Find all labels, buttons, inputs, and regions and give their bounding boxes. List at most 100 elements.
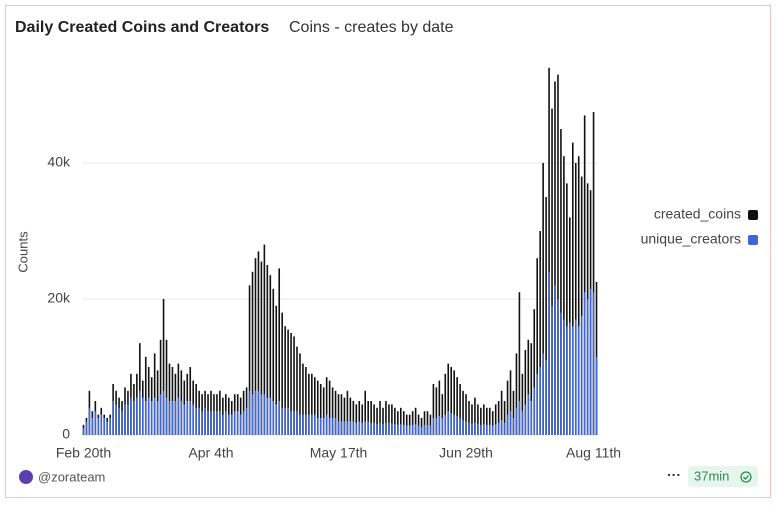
bar: [242, 411, 245, 435]
bar: [121, 411, 123, 435]
bar: [162, 299, 165, 435]
bar: [115, 404, 117, 435]
bar: [402, 411, 405, 435]
author[interactable]: @zorateam: [38, 469, 105, 484]
bar: [260, 394, 263, 435]
bar: [471, 423, 473, 435]
bar: [346, 421, 349, 435]
updated-time: 37min: [694, 468, 729, 483]
bar: [213, 411, 215, 435]
bar: [266, 265, 269, 435]
bar: [370, 401, 372, 435]
bar: [494, 424, 497, 435]
bar: [589, 288, 592, 435]
bar: [417, 414, 420, 435]
bar: [557, 299, 559, 435]
bar: [236, 411, 239, 435]
bar: [290, 411, 292, 435]
bar: [281, 312, 283, 435]
avatar[interactable]: [19, 470, 33, 484]
bar: [388, 404, 390, 435]
bar: [106, 421, 109, 435]
bar: [468, 422, 470, 435]
bar: [308, 414, 310, 435]
bar: [174, 401, 177, 435]
bar: [488, 424, 491, 435]
bar: [423, 411, 426, 435]
bar: [136, 397, 138, 435]
bar: [352, 421, 355, 435]
legend-swatch: [748, 235, 758, 245]
bar: [376, 424, 378, 435]
bar: [548, 271, 550, 435]
bar: [447, 363, 450, 435]
bar: [456, 415, 458, 435]
bar: [414, 407, 417, 435]
bar: [364, 421, 367, 435]
bar: [382, 407, 384, 435]
bar: [444, 414, 447, 435]
bar: [322, 387, 325, 435]
bar: [272, 401, 275, 435]
bar: [284, 326, 286, 435]
bar: [251, 271, 254, 435]
bar: [284, 407, 286, 435]
bar: [156, 401, 159, 435]
bar: [207, 411, 209, 435]
bar: [239, 414, 242, 435]
bar: [405, 425, 408, 435]
bar: [281, 407, 283, 435]
bar: [162, 390, 165, 435]
bar: [391, 404, 393, 435]
bar: [373, 404, 375, 435]
bar: [474, 397, 476, 435]
bar: [574, 319, 577, 435]
bar: [266, 397, 269, 435]
bar: [530, 401, 533, 435]
bar: [435, 387, 438, 435]
bar: [257, 251, 260, 435]
bar: [408, 414, 411, 435]
bar: [198, 407, 200, 435]
bar: [397, 424, 399, 435]
bar: [109, 418, 111, 435]
bar: [477, 424, 479, 435]
bar: [435, 418, 438, 435]
bar: [497, 401, 500, 435]
bar: [263, 244, 266, 435]
bar: [530, 343, 533, 435]
bar: [319, 418, 322, 435]
bar: [334, 418, 337, 435]
bar: [563, 319, 565, 435]
bar: [322, 418, 325, 435]
bar: [159, 394, 162, 435]
y-tick-label: 20k: [47, 290, 71, 306]
bar: [299, 414, 301, 435]
bar: [159, 339, 162, 435]
bar: [438, 415, 441, 435]
bar: [319, 384, 322, 435]
bar: [302, 363, 304, 435]
bar: [468, 401, 470, 435]
bar: [411, 424, 414, 435]
bar: [595, 356, 598, 435]
bar: [248, 285, 251, 435]
bar: [586, 299, 589, 435]
bar: [189, 401, 192, 435]
bar: [275, 305, 278, 435]
bar: [370, 422, 372, 435]
bar: [583, 292, 586, 435]
bar: [296, 411, 298, 435]
bar: [118, 407, 120, 435]
menu[interactable]: ···: [667, 467, 681, 483]
bar: [414, 424, 417, 435]
chart-title: Daily Created Coins and Creators: [15, 19, 269, 36]
bar: [124, 404, 126, 435]
bar: [97, 418, 100, 435]
bar: [577, 156, 580, 435]
bar: [483, 424, 485, 435]
bar: [577, 326, 580, 435]
bar: [269, 275, 272, 435]
bar: [100, 414, 103, 435]
bar: [139, 390, 141, 435]
